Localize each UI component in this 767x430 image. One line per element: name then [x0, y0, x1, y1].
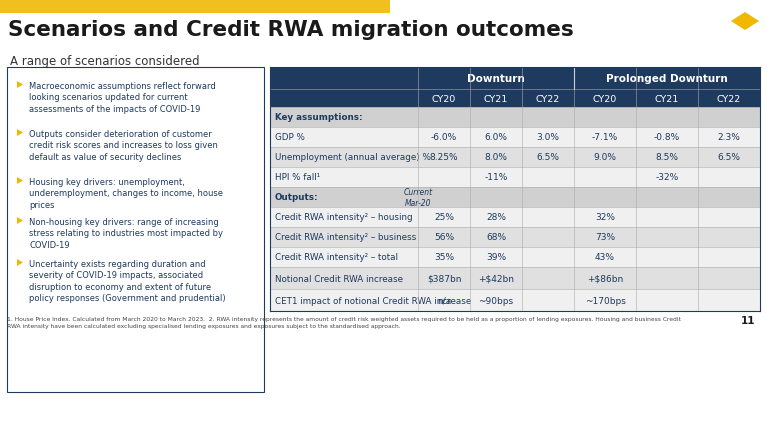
Bar — [270, 187, 760, 208]
Polygon shape — [17, 218, 23, 224]
Bar — [270, 267, 760, 289]
Bar — [270, 208, 760, 227]
Bar — [270, 247, 760, 267]
Text: Housing key drivers: unemployment,
underemployment, changes to income, house
pri: Housing key drivers: unemployment, under… — [29, 178, 223, 209]
Text: $387bn: $387bn — [426, 274, 461, 283]
Bar — [270, 68, 760, 90]
Text: Outputs:: Outputs: — [275, 193, 318, 202]
Bar — [270, 128, 760, 147]
Text: 11: 11 — [740, 315, 755, 325]
Text: 6.5%: 6.5% — [536, 153, 559, 162]
Text: 32%: 32% — [595, 213, 615, 222]
Text: -32%: -32% — [655, 173, 679, 182]
Text: CY21: CY21 — [484, 94, 508, 103]
Text: ~90bps: ~90bps — [479, 296, 514, 305]
Text: Notional Credit RWA increase: Notional Credit RWA increase — [275, 274, 403, 283]
Text: 28%: 28% — [486, 213, 506, 222]
Text: +$86bn: +$86bn — [587, 274, 623, 283]
Bar — [270, 108, 760, 128]
Text: 56%: 56% — [434, 233, 454, 242]
Text: 9.0%: 9.0% — [594, 153, 617, 162]
Text: 73%: 73% — [595, 233, 615, 242]
Text: 2.3%: 2.3% — [718, 133, 740, 142]
Text: Credit RWA intensity² – business: Credit RWA intensity² – business — [275, 233, 416, 242]
Text: GDP %: GDP % — [275, 133, 304, 142]
Bar — [7, 68, 264, 392]
Polygon shape — [17, 178, 23, 184]
Text: CY22: CY22 — [536, 94, 560, 103]
Text: CET1 impact of notional Credit RWA increase: CET1 impact of notional Credit RWA incre… — [275, 296, 471, 305]
Bar — [270, 90, 760, 108]
Text: -7.1%: -7.1% — [592, 133, 618, 142]
Bar — [0, 0, 390, 14]
Text: Uncertainty exists regarding duration and
severity of COVID-19 impacts, associat: Uncertainty exists regarding duration an… — [29, 259, 225, 303]
Polygon shape — [17, 130, 23, 137]
Text: n/a: n/a — [437, 296, 451, 305]
Polygon shape — [17, 82, 23, 89]
Text: RWA intensity have been calculated excluding specialised lending exposures and e: RWA intensity have been calculated exclu… — [7, 323, 400, 328]
Text: Unemployment (annual average) %: Unemployment (annual average) % — [275, 153, 431, 162]
Bar — [270, 227, 760, 247]
Text: 43%: 43% — [595, 253, 615, 262]
Text: 6.0%: 6.0% — [485, 133, 508, 142]
Polygon shape — [731, 13, 759, 31]
Text: CY20: CY20 — [593, 94, 617, 103]
Text: ~170bps: ~170bps — [584, 296, 625, 305]
Text: CY20: CY20 — [432, 94, 456, 103]
Text: 39%: 39% — [486, 253, 506, 262]
Bar — [270, 168, 760, 187]
Text: 6.5%: 6.5% — [717, 153, 740, 162]
Text: 35%: 35% — [434, 253, 454, 262]
Bar — [270, 289, 760, 311]
Text: 25%: 25% — [434, 213, 454, 222]
Text: 1. House Price Index. Calculated from March 2020 to March 2023.  2. RWA intensit: 1. House Price Index. Calculated from Ma… — [7, 316, 681, 321]
Text: 68%: 68% — [486, 233, 506, 242]
Text: Non-housing key drivers: range of increasing
stress relating to industries most : Non-housing key drivers: range of increa… — [29, 218, 223, 249]
Text: CY21: CY21 — [655, 94, 679, 103]
Text: Key assumptions:: Key assumptions: — [275, 113, 363, 122]
Polygon shape — [17, 259, 23, 266]
Text: Macroeconomic assumptions reflect forward
looking scenarios updated for current
: Macroeconomic assumptions reflect forwar… — [29, 82, 216, 114]
Text: 8.25%: 8.25% — [430, 153, 459, 162]
Text: 8.0%: 8.0% — [485, 153, 508, 162]
Text: Prolonged Downturn: Prolonged Downturn — [606, 74, 728, 84]
Bar — [270, 147, 760, 168]
Text: Credit RWA intensity² – total: Credit RWA intensity² – total — [275, 253, 398, 262]
Text: Current
Mar-20: Current Mar-20 — [403, 187, 433, 208]
Text: 8.5%: 8.5% — [656, 153, 679, 162]
Text: Outputs consider deterioration of customer
credit risk scores and increases to l: Outputs consider deterioration of custom… — [29, 130, 218, 162]
Text: Scenarios and Credit RWA migration outcomes: Scenarios and Credit RWA migration outco… — [8, 20, 574, 40]
Text: -0.8%: -0.8% — [654, 133, 680, 142]
Text: A range of scenarios considered: A range of scenarios considered — [10, 55, 199, 68]
Text: +$42bn: +$42bn — [478, 274, 514, 283]
Text: -6.0%: -6.0% — [431, 133, 457, 142]
Text: For personal use only: For personal use only — [44, 163, 227, 298]
Text: Credit RWA intensity² – housing: Credit RWA intensity² – housing — [275, 213, 413, 222]
Text: HPI % fall¹: HPI % fall¹ — [275, 173, 321, 182]
Text: -11%: -11% — [484, 173, 508, 182]
Text: CY22: CY22 — [717, 94, 741, 103]
Text: Downturn: Downturn — [467, 74, 525, 84]
Text: 3.0%: 3.0% — [536, 133, 559, 142]
